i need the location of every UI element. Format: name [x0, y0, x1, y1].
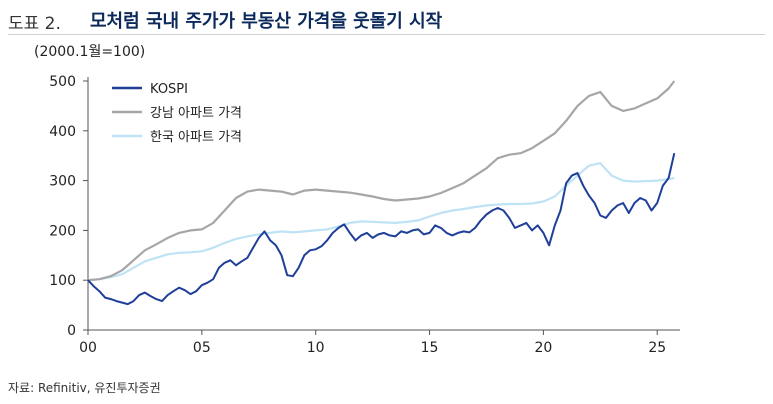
series-layer — [87, 80, 676, 306]
figure-title: 모처럼 국내 주가가 부동산 가격을 웃돌기 시작 — [90, 11, 443, 32]
source-note: 자료: Refinitiv, 유진투자증권 — [8, 381, 161, 395]
series-line-1 — [87, 80, 676, 282]
y-tick-label-5: 500 — [49, 74, 76, 90]
x-tick-label-3: 15 — [421, 340, 439, 356]
figure-header: 도표 2. 모처럼 국내 주가가 부동산 가격을 웃돌기 시작 — [8, 4, 765, 35]
figure-number: 도표 2. — [8, 14, 61, 34]
x-tick-label-5: 25 — [648, 340, 666, 356]
y-tick-label-3: 300 — [49, 174, 76, 190]
x-tick-label-2: 10 — [307, 340, 325, 356]
unit-label: (2000.1월=100) — [34, 44, 145, 60]
legend-label-2: 한국 아파트 가격 — [150, 130, 242, 145]
y-tick-label-0: 0 — [67, 323, 76, 339]
legend-label-0: KOSPI — [150, 82, 188, 97]
y-tick-label-1: 100 — [49, 273, 76, 289]
series-line-2 — [87, 162, 675, 282]
chart-axes: 0 100 200 300 400 500 00 05 10 15 20 25 — [49, 74, 680, 356]
series-line-0 — [87, 152, 676, 306]
y-tick-label-2: 200 — [49, 223, 76, 239]
x-tick-label-4: 20 — [534, 340, 552, 356]
x-tick-label-0: 00 — [79, 340, 97, 356]
legend-label-1: 강남 아파트 가격 — [150, 106, 242, 121]
y-tick-label-4: 400 — [49, 124, 76, 140]
x-tick-label-1: 05 — [193, 340, 211, 356]
line-chart: (2000.1월=100) 0 100 200 300 400 500 00 05 10 15 20… — [34, 44, 680, 356]
